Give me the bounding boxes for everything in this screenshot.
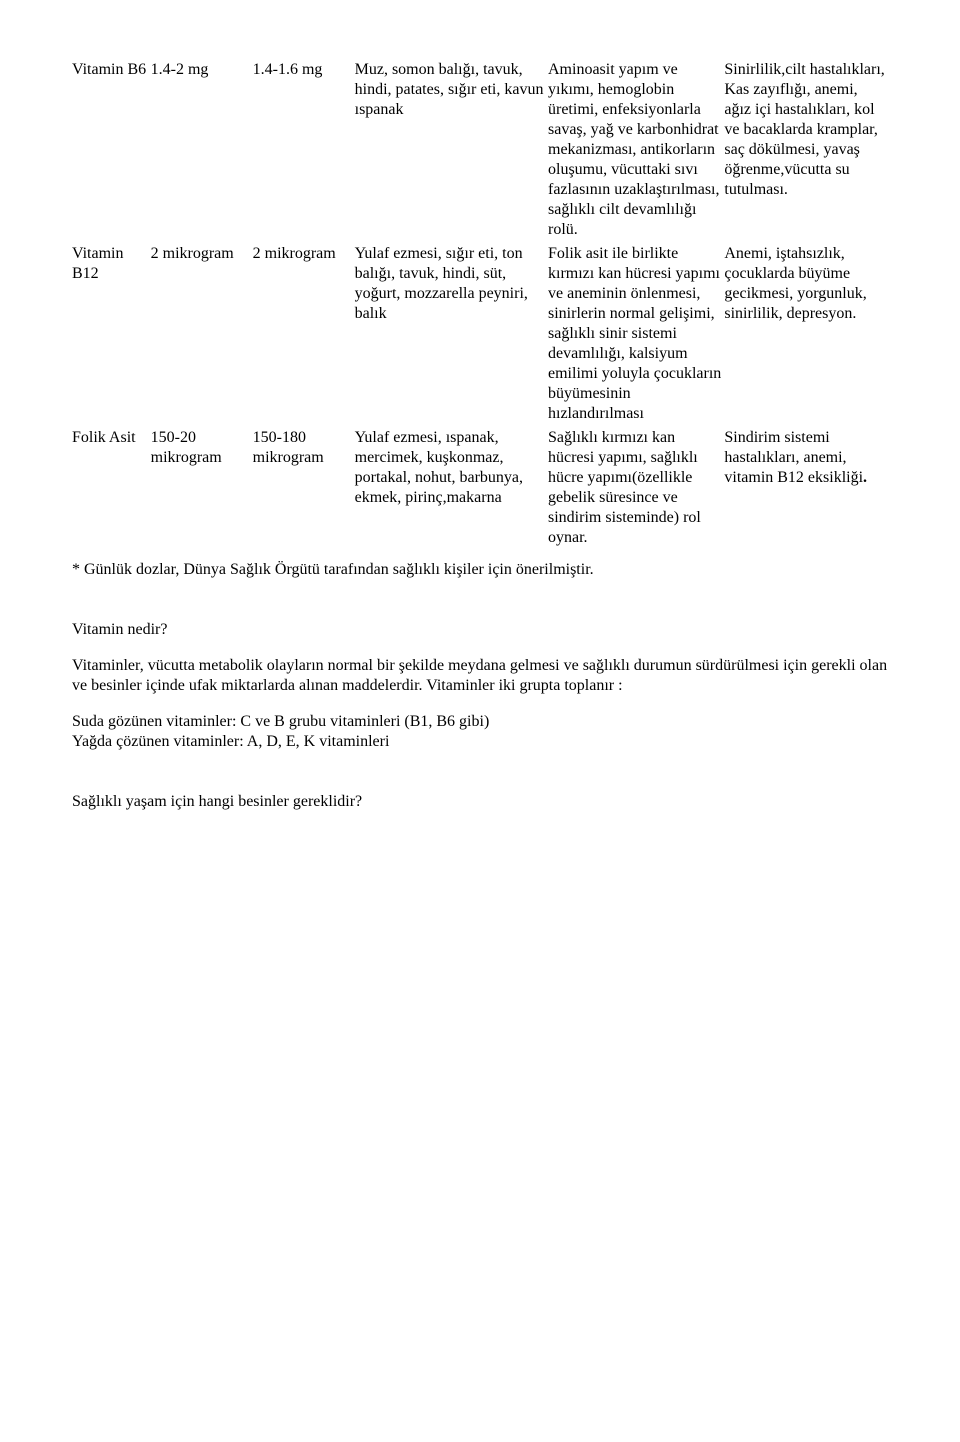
cell-function: Aminoasit yapım ve yıkımı, hemoglobin ür… (548, 60, 724, 244)
section-heading-saglikli-yasam: Sağlıklı yaşam için hangi besinler gerek… (72, 792, 888, 812)
cell-function: Sağlıklı kırmızı kan hücresi yapımı, sağ… (548, 428, 724, 552)
paragraph: Vitaminler, vücutta metabolik olayların … (72, 656, 888, 696)
cell-dose1: 1.4-2 mg (151, 60, 253, 244)
cell-dose2: 1.4-1.6 mg (253, 60, 355, 244)
table-footnote: * Günlük dozlar, Dünya Sağlık Örgütü tar… (72, 560, 888, 580)
cell-name: Vitamin B12 (72, 244, 151, 428)
cell-function: Folik asit ile birlikte kırmızı kan hücr… (548, 244, 724, 428)
deficiency-text: Sindirim sistemi hastalıkları, anemi, vi… (724, 429, 863, 486)
vitamin-table: Vitamin B6 1.4-2 mg 1.4-1.6 mg Muz, somo… (72, 60, 888, 552)
cell-deficiency: Anemi, iştahsızlık, çocuklarda büyüme ge… (724, 244, 888, 428)
list-item: Yağda çözünen vitaminler: A, D, E, K vit… (72, 732, 888, 752)
cell-dose1: 150-20 mikrogram (151, 428, 253, 552)
cell-deficiency: Sindirim sistemi hastalıkları, anemi, vi… (724, 428, 888, 552)
cell-dose1: 2 mikrogram (151, 244, 253, 428)
cell-deficiency: Sinirlilik,cilt hastalıkları, Kas zayıfl… (724, 60, 888, 244)
table-row: Vitamin B12 2 mikrogram 2 mikrogram Yula… (72, 244, 888, 428)
cell-name: Vitamin B6 (72, 60, 151, 244)
cell-dose2: 2 mikrogram (253, 244, 355, 428)
cell-dose2: 150-180 mikrogram (253, 428, 355, 552)
section-heading-vitamin-nedir: Vitamin nedir? (72, 620, 888, 640)
table-row: Vitamin B6 1.4-2 mg 1.4-1.6 mg Muz, somo… (72, 60, 888, 244)
cell-sources: Muz, somon balığı, tavuk, hindi, patates… (355, 60, 548, 244)
list-item: Suda gözünen vitaminler: C ve B grubu vi… (72, 712, 888, 732)
cell-sources: Yulaf ezmesi, sığır eti, ton balığı, tav… (355, 244, 548, 428)
cell-name: Folik Asit (72, 428, 151, 552)
table-row: Folik Asit 150-20 mikrogram 150-180 mikr… (72, 428, 888, 552)
cell-sources: Yulaf ezmesi, ıspanak, mercimek, kuşkonm… (355, 428, 548, 552)
deficiency-dot: . (863, 469, 867, 486)
